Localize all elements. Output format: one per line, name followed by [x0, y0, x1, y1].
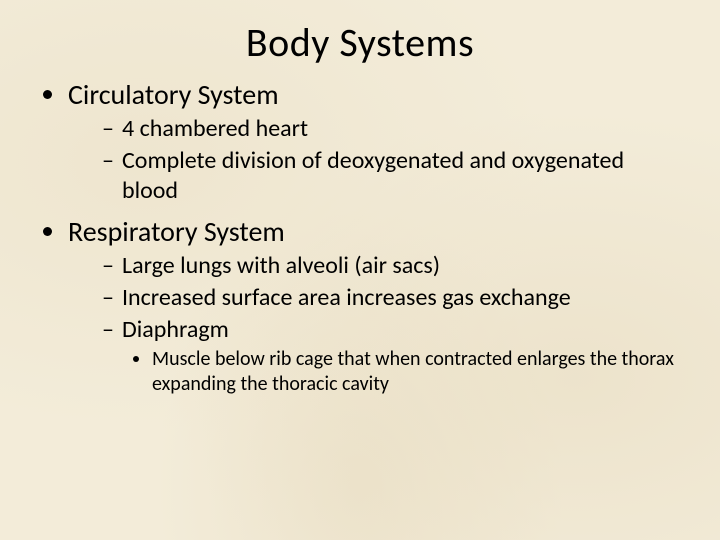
- l1-text: Circulatory System: [68, 77, 279, 112]
- l1-text: Respiratory System: [68, 214, 285, 249]
- l3-item: Muscle below rib cage that when contract…: [152, 347, 680, 397]
- slide: Body Systems Circulatory System 4 chambe…: [0, 0, 720, 540]
- l1-item: Circulatory System 4 chambered heart Com…: [68, 77, 680, 206]
- l2-text: Complete division of deoxygenated and ox…: [122, 146, 624, 205]
- l2-text: Increased surface area increases gas exc…: [122, 283, 571, 312]
- bullet-list-l2: 4 chambered heart Complete division of d…: [68, 114, 680, 206]
- l2-item: Complete division of deoxygenated and ox…: [102, 146, 680, 206]
- bullet-list-l3: Muscle below rib cage that when contract…: [122, 347, 680, 397]
- l2-item: Increased surface area increases gas exc…: [102, 283, 680, 313]
- l1-item: Respiratory System Large lungs with alve…: [68, 214, 680, 397]
- l2-item: Large lungs with alveoli (air sacs): [102, 251, 680, 281]
- l2-text: Diaphragm: [122, 315, 229, 344]
- l2-item: 4 chambered heart: [102, 114, 680, 144]
- l2-text: Large lungs with alveoli (air sacs): [122, 251, 440, 280]
- l2-text: 4 chambered heart: [122, 114, 308, 143]
- l2-item: Diaphragm Muscle below rib cage that whe…: [102, 315, 680, 397]
- l3-text: Muscle below rib cage that when contract…: [152, 347, 674, 396]
- bullet-list-l1: Circulatory System 4 chambered heart Com…: [40, 77, 680, 397]
- bullet-list-l2: Large lungs with alveoli (air sacs) Incr…: [68, 251, 680, 397]
- slide-title: Body Systems: [40, 18, 680, 67]
